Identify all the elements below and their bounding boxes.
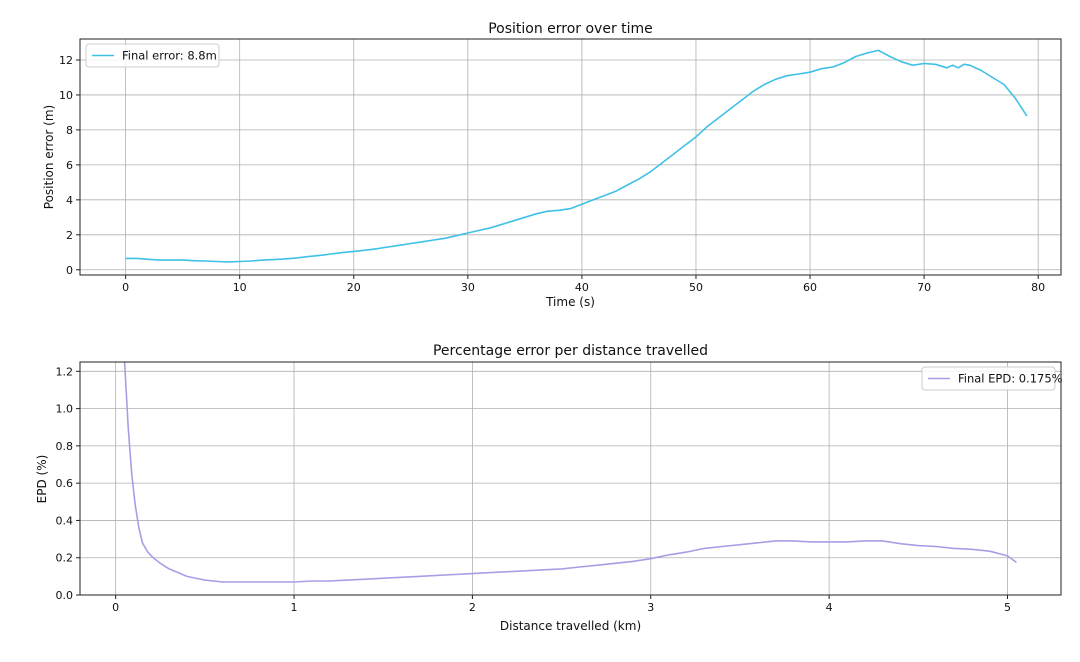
x-tick-label: 50	[689, 281, 703, 294]
x-axis-label: Time (s)	[545, 295, 595, 309]
x-tick-label: 20	[347, 281, 361, 294]
x-tick-label: 0	[112, 601, 119, 614]
legend-entry-label: Final EPD: 0.175%	[958, 372, 1063, 386]
legend: Final EPD: 0.175%	[921, 366, 1063, 391]
position-error-plot: Position error over time Time (s) Positi…	[42, 21, 1062, 309]
plot-frame	[79, 38, 1062, 276]
x-tick-label: 80	[1031, 281, 1045, 294]
x-tick-label: 2	[469, 601, 476, 614]
y-tick-label: 1.0	[56, 403, 74, 416]
y-tick-label: 0.4	[56, 514, 74, 527]
y-tick-label: 2	[66, 229, 73, 242]
x-tick-label: 3	[647, 601, 654, 614]
y-tick-label: 0.0	[56, 589, 74, 602]
x-tick-label: 70	[917, 281, 931, 294]
legend: Final error: 8.8m	[85, 43, 220, 68]
y-tick-label: 1.2	[56, 365, 74, 378]
chart-title: Position error over time	[488, 21, 653, 37]
y-tick-label: 6	[66, 159, 73, 172]
legend-box	[921, 366, 1056, 391]
y-tick-label: 0	[66, 264, 73, 277]
y-axis-label: Position error (m)	[42, 105, 56, 209]
y-tick-label: 4	[66, 194, 73, 207]
y-tick-label: 0.6	[56, 477, 74, 490]
legend-entry-label: Final error: 8.8m	[122, 49, 217, 63]
chart-title: Percentage error per distance travelled	[433, 343, 708, 359]
x-tick-label: 0	[122, 281, 129, 294]
x-tick-label: 4	[826, 601, 833, 614]
x-tick-label: 1	[291, 601, 298, 614]
y-tick-label: 12	[59, 54, 73, 67]
series-line	[123, 362, 1017, 583]
x-tick-label: 60	[803, 281, 817, 294]
series-line	[125, 49, 1028, 263]
plot-frame	[79, 361, 1062, 596]
x-tick-label: 5	[1004, 601, 1011, 614]
y-axis-label: EPD (%)	[35, 455, 49, 504]
x-tick-label: 40	[575, 281, 589, 294]
legend-box	[85, 43, 220, 68]
y-tick-label: 8	[66, 124, 73, 137]
x-tick-label: 10	[233, 281, 247, 294]
x-tick-label: 30	[461, 281, 475, 294]
y-tick-label: 0.2	[56, 552, 74, 565]
y-tick-label: 10	[59, 89, 73, 102]
y-tick-label: 0.8	[56, 440, 74, 453]
x-axis-label: Distance travelled (km)	[500, 619, 641, 633]
epd-plot: Percentage error per distance travelled …	[35, 343, 1063, 633]
